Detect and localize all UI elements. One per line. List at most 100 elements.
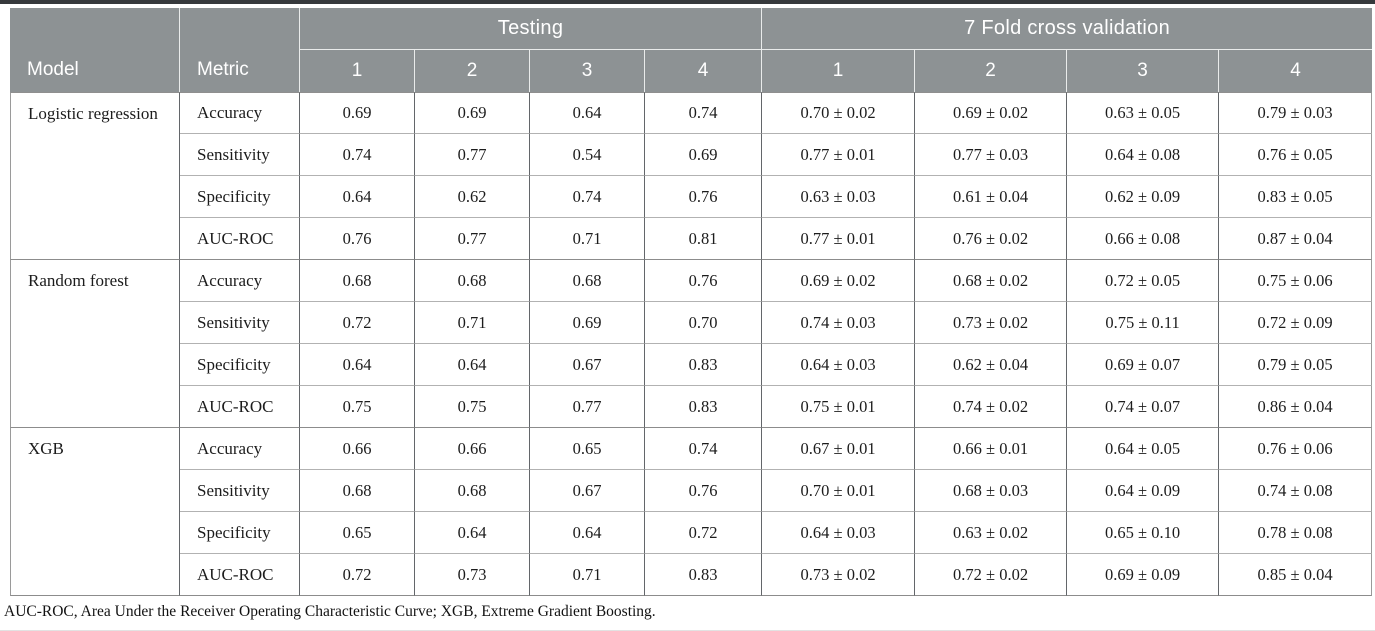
model-cell: Logistic regression <box>10 92 180 260</box>
col-header-cv-1: 1 <box>762 50 916 92</box>
metric-cell: Specificity <box>180 176 300 218</box>
value-cell: 0.76 ± 0.05 <box>1219 134 1373 176</box>
value-cell: 0.66 ± 0.01 <box>915 428 1068 470</box>
value-cell: 0.65 <box>530 428 645 470</box>
table-body: Logistic regression Accuracy 0.69 0.69 0… <box>10 92 1373 596</box>
value-cell: 0.74 ± 0.08 <box>1219 470 1373 512</box>
value-cell: 0.72 ± 0.05 <box>1067 260 1220 302</box>
value-cell: 0.69 <box>415 92 530 134</box>
value-cell: 0.73 ± 0.02 <box>915 302 1068 344</box>
value-cell: 0.75 ± 0.11 <box>1067 302 1220 344</box>
value-cell: 0.79 ± 0.03 <box>1219 92 1373 134</box>
value-cell: 0.63 ± 0.05 <box>1067 92 1220 134</box>
value-cell: 0.71 <box>530 554 645 596</box>
value-cell: 0.68 <box>530 260 645 302</box>
col-header-testing-4: 4 <box>645 50 763 92</box>
value-cell: 0.64 ± 0.03 <box>762 512 916 554</box>
value-cell: 0.68 <box>300 470 415 512</box>
value-cell: 0.66 ± 0.08 <box>1067 218 1220 260</box>
col-header-metric: Metric <box>180 8 300 92</box>
value-cell: 0.72 ± 0.09 <box>1219 302 1373 344</box>
value-cell: 0.64 ± 0.05 <box>1067 428 1220 470</box>
value-cell: 0.65 ± 0.10 <box>1067 512 1220 554</box>
value-cell: 0.75 <box>300 386 415 428</box>
value-cell: 0.64 <box>530 92 645 134</box>
value-cell: 0.64 ± 0.03 <box>762 344 916 386</box>
value-cell: 0.76 <box>645 176 763 218</box>
value-cell: 0.64 ± 0.09 <box>1067 470 1220 512</box>
value-cell: 0.64 <box>530 512 645 554</box>
col-header-cv-4: 4 <box>1219 50 1373 92</box>
metric-cell: AUC-ROC <box>180 386 300 428</box>
value-cell: 0.65 <box>300 512 415 554</box>
value-cell: 0.71 <box>415 302 530 344</box>
value-cell: 0.69 ± 0.09 <box>1067 554 1220 596</box>
value-cell: 0.64 <box>415 512 530 554</box>
col-group-cv: 7 Fold cross validation <box>762 8 1373 50</box>
value-cell: 0.70 ± 0.02 <box>762 92 916 134</box>
value-cell: 0.77 ± 0.03 <box>915 134 1068 176</box>
value-cell: 0.70 ± 0.01 <box>762 470 916 512</box>
value-cell: 0.69 <box>645 134 763 176</box>
value-cell: 0.64 <box>415 344 530 386</box>
value-cell: 0.76 ± 0.06 <box>1219 428 1373 470</box>
value-cell: 0.72 <box>645 512 763 554</box>
metric-cell: Accuracy <box>180 260 300 302</box>
table-row: Specificity 0.64 0.64 0.67 0.83 0.64 ± 0… <box>10 344 1373 386</box>
value-cell: 0.77 <box>415 134 530 176</box>
metric-cell: Accuracy <box>180 428 300 470</box>
model-cell: Random forest <box>10 260 180 428</box>
value-cell: 0.61 ± 0.04 <box>915 176 1068 218</box>
value-cell: 0.78 ± 0.08 <box>1219 512 1373 554</box>
results-table: Model Metric Testing 7 Fold cross valida… <box>10 8 1373 596</box>
value-cell: 0.74 ± 0.07 <box>1067 386 1220 428</box>
value-cell: 0.68 <box>300 260 415 302</box>
value-cell: 0.76 <box>300 218 415 260</box>
value-cell: 0.62 <box>415 176 530 218</box>
value-cell: 0.54 <box>530 134 645 176</box>
col-header-cv-2: 2 <box>915 50 1068 92</box>
table-footnote: AUC-ROC, Area Under the Receiver Operati… <box>4 603 656 620</box>
value-cell: 0.75 ± 0.01 <box>762 386 916 428</box>
metric-cell: Sensitivity <box>180 134 300 176</box>
table-row: XGB Accuracy 0.66 0.66 0.65 0.74 0.67 ± … <box>10 428 1373 596</box>
value-cell: 0.83 <box>645 386 763 428</box>
col-header-cv-3: 3 <box>1067 50 1220 92</box>
value-cell: 0.74 <box>300 134 415 176</box>
value-cell: 0.77 <box>415 218 530 260</box>
col-header-testing-1: 1 <box>300 50 415 92</box>
value-cell: 0.79 ± 0.05 <box>1219 344 1373 386</box>
value-cell: 0.76 ± 0.02 <box>915 218 1068 260</box>
value-cell: 0.68 <box>415 470 530 512</box>
value-cell: 0.69 <box>530 302 645 344</box>
value-cell: 0.66 <box>415 428 530 470</box>
col-header-testing-2: 2 <box>415 50 530 92</box>
value-cell: 0.64 <box>300 176 415 218</box>
value-cell: 0.72 <box>300 302 415 344</box>
table-row: Sensitivity 0.74 0.77 0.54 0.69 0.77 ± 0… <box>10 134 1373 176</box>
value-cell: 0.71 <box>530 218 645 260</box>
value-cell: 0.69 ± 0.07 <box>1067 344 1220 386</box>
value-cell: 0.74 <box>645 92 763 134</box>
value-cell: 0.67 ± 0.01 <box>762 428 916 470</box>
value-cell: 0.76 <box>645 260 763 302</box>
value-cell: 0.68 ± 0.03 <box>915 470 1068 512</box>
value-cell: 0.77 <box>530 386 645 428</box>
col-header-model: Model <box>10 8 180 92</box>
value-cell: 0.74 <box>530 176 645 218</box>
value-cell: 0.76 <box>645 470 763 512</box>
header-subcol-row: 1 2 3 4 1 2 3 4 <box>10 50 1373 92</box>
value-cell: 0.69 <box>300 92 415 134</box>
value-cell: 0.74 ± 0.02 <box>915 386 1068 428</box>
table-row: AUC-ROC 0.75 0.75 0.77 0.83 0.75 ± 0.01 … <box>10 386 1373 428</box>
value-cell: 0.77 ± 0.01 <box>762 134 916 176</box>
table-row: Sensitivity 0.68 0.68 0.67 0.76 0.70 ± 0… <box>10 470 1373 512</box>
metric-cell: AUC-ROC <box>180 218 300 260</box>
value-cell: 0.69 ± 0.02 <box>915 92 1068 134</box>
value-cell: 0.77 ± 0.01 <box>762 218 916 260</box>
value-cell: 0.83 <box>645 344 763 386</box>
table-header: Model Metric Testing 7 Fold cross valida… <box>10 8 1373 92</box>
metric-cell: AUC-ROC <box>180 554 300 596</box>
table-row: Specificity 0.64 0.62 0.74 0.76 0.63 ± 0… <box>10 176 1373 218</box>
